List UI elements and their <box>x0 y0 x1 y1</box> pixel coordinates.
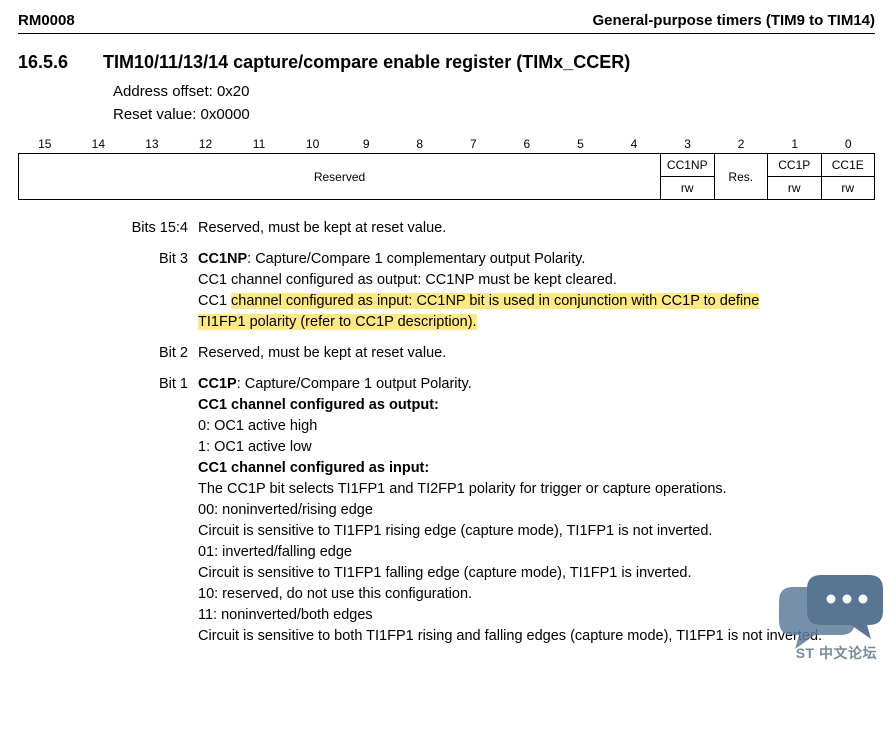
bit-3-line2-pre: CC1 <box>198 293 231 309</box>
bit-1-out-hdr: CC1 channel configured as output: <box>198 395 875 416</box>
bit-3-highlight-2: TI1FP1 polarity (refer to CC1P descripti… <box>198 314 477 330</box>
reset-value: Reset value: 0x0000 <box>113 106 875 123</box>
bit-num: 9 <box>339 137 393 151</box>
bits-15-4-text: Reserved, must be kept at reset value. <box>198 218 875 239</box>
bits-15-4-label: Bits 15:4 <box>18 218 198 239</box>
bit-1-header: CC1P: Capture/Compare 1 output Polarity. <box>198 374 875 395</box>
bit-num: 10 <box>286 137 340 151</box>
reserved-cell: Reserved <box>19 154 661 200</box>
cc1p-cell: CC1P <box>768 154 822 177</box>
rw-cell: rw <box>821 177 875 200</box>
bit-1-in-desc: The CC1P bit selects TI1FP1 and TI2FP1 p… <box>198 479 875 500</box>
cc1e-cell: CC1E <box>821 154 875 177</box>
bit-num: 15 <box>18 137 72 151</box>
bit-1-in-hdr: CC1 channel configured as input: <box>198 458 875 479</box>
chapter-title: General-purpose timers (TIM9 to TIM14) <box>592 12 875 29</box>
doc-id: RM0008 <box>18 12 75 29</box>
bit-num: 6 <box>500 137 554 151</box>
bit-3-label: Bit 3 <box>18 249 198 333</box>
watermark-text: ST 中文论坛 <box>796 643 877 663</box>
bit-num: 5 <box>554 137 608 151</box>
bit-3-highlight-1: channel configured as input: CC1NP bit i… <box>231 293 759 309</box>
bit-num: 14 <box>72 137 126 151</box>
register-table: Reserved CC1NP Res. CC1P CC1E rw rw rw <box>18 153 875 200</box>
bit-1-00a: 00: noninverted/rising edge <box>198 500 875 521</box>
bit-3-line3: TI1FP1 polarity (refer to CC1P descripti… <box>198 312 875 333</box>
bit-num: 1 <box>768 137 822 151</box>
bit-1-label: Bit 1 <box>18 374 198 647</box>
bit-num: 7 <box>447 137 501 151</box>
bit-1-01a: 01: inverted/falling edge <box>198 542 875 563</box>
bit-num: 13 <box>125 137 179 151</box>
bit-1-out1: 1: OC1 active low <box>198 437 875 458</box>
bit-3-header: CC1NP: Capture/Compare 1 complementary o… <box>198 249 875 270</box>
bit-2-text: Reserved, must be kept at reset value. <box>198 343 875 364</box>
address-offset: Address offset: 0x20 <box>113 83 875 100</box>
bit-2-label: Bit 2 <box>18 343 198 364</box>
rw-cell: rw <box>768 177 822 200</box>
cc1np-cell: CC1NP <box>661 154 715 177</box>
rw-cell: rw <box>661 177 715 200</box>
bit-1-name: CC1P <box>198 376 237 392</box>
bit-num: 2 <box>714 137 768 151</box>
bit-num: 0 <box>821 137 875 151</box>
bit-num: 8 <box>393 137 447 151</box>
bit-3-line1: CC1 channel configured as output: CC1NP … <box>198 270 875 291</box>
bit-1-desc: : Capture/Compare 1 output Polarity. <box>237 376 472 392</box>
bit-3-name: CC1NP <box>198 251 247 267</box>
header-rule <box>18 33 875 34</box>
bit-num: 4 <box>607 137 661 151</box>
bit-num: 11 <box>232 137 286 151</box>
bit-1-00b: Circuit is sensitive to TI1FP1 rising ed… <box>198 521 875 542</box>
bit-number-row: 15 14 13 12 11 10 9 8 7 6 5 4 3 2 1 0 <box>18 137 875 151</box>
bit-3-line2: CC1 channel configured as input: CC1NP b… <box>198 291 875 312</box>
bit-num: 12 <box>179 137 233 151</box>
bit-3-desc: : Capture/Compare 1 complementary output… <box>247 251 585 267</box>
bit-num: 3 <box>661 137 715 151</box>
section-title: TIM10/11/13/14 capture/compare enable re… <box>103 52 630 73</box>
res-cell: Res. <box>714 154 768 200</box>
section-number: 16.5.6 <box>18 52 103 73</box>
bit-1-out0: 0: OC1 active high <box>198 416 875 437</box>
